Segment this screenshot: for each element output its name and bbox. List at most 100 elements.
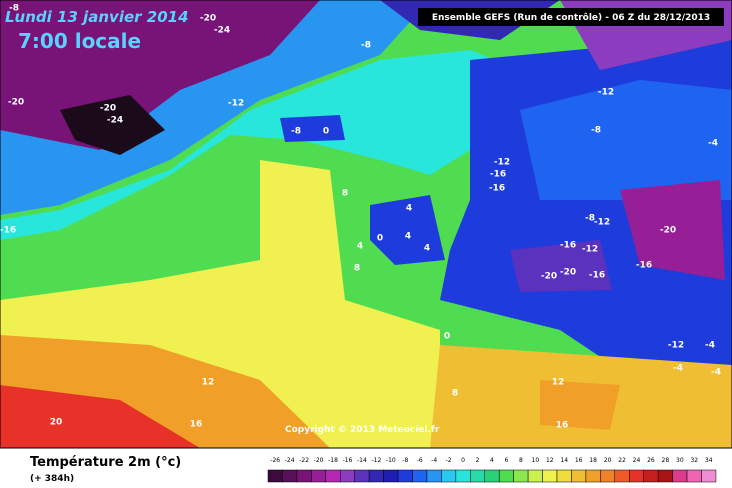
colorbar-tick-label: 20 <box>604 457 612 464</box>
contour-label: 4 <box>405 232 411 242</box>
colorbar-tick-label: 12 <box>546 457 554 464</box>
colorbar-swatch <box>470 469 485 483</box>
colorbar-swatch <box>513 469 529 483</box>
contour-label: -20 <box>8 98 24 108</box>
contour-label: -20 <box>100 104 116 114</box>
contour-label: -24 <box>107 116 123 126</box>
colorbar-tick-label: 24 <box>633 457 641 464</box>
colorbar-tick-label: 8 <box>519 457 523 464</box>
contour-label: -12 <box>668 341 684 351</box>
copyright: Copyright © 2013 Meteociel.fr <box>285 425 440 435</box>
colorbar-swatch <box>267 469 283 483</box>
contour-label: 4 <box>424 244 430 254</box>
contour-label: 0 <box>323 127 329 137</box>
contour-label: -8 <box>591 126 601 136</box>
colorbar-tick-label: -4 <box>431 457 437 464</box>
colorbar-tick-label: 4 <box>490 457 494 464</box>
contour-label: -4 <box>673 364 683 374</box>
colorbar-swatch <box>383 469 399 483</box>
contour-label: -16 <box>589 271 605 281</box>
colorbar-swatch <box>556 469 572 483</box>
contour-label: 4 <box>406 204 412 214</box>
colorbar-swatch <box>368 469 384 483</box>
contour-label: 16 <box>556 421 569 431</box>
contour-label: -12 <box>598 88 614 98</box>
contour-label: 0 <box>444 332 450 342</box>
legend-title: Température 2m (°c) <box>30 455 181 470</box>
contour-label: 16 <box>190 420 203 430</box>
colorbar: -26 -24 -22 -20 -18 -16 -14 -12 -10 -8 -6 -4 -2 0 2 4 6 8… <box>267 457 717 483</box>
colorbar-tick-label: 18 <box>589 457 597 464</box>
colorbar-swatch <box>311 469 327 483</box>
colorbar-swatch <box>498 469 514 483</box>
contour-label: -16 <box>490 170 506 180</box>
colorbar-swatch <box>484 469 500 483</box>
colorbar-tick-label: 22 <box>618 457 626 464</box>
colorbar-tick-label: -22 <box>299 457 309 464</box>
contour-label: -20 <box>200 14 216 24</box>
colorbar-tick-label: 14 <box>560 457 568 464</box>
contour-labels: -8-20-24-8-20-20-24-12-12-8 0 -8-4-12-16-1… <box>0 4 721 431</box>
contour-label: 20 <box>50 418 63 428</box>
legend-lead: (+ 384h) <box>30 474 74 484</box>
contour-label: -16 <box>636 261 652 271</box>
colorbar-swatch <box>354 469 370 483</box>
colorbar-tick-label: -6 <box>417 457 423 464</box>
colorbar-swatch <box>672 469 688 483</box>
colorbar-swatch <box>686 469 702 483</box>
contour-label: -20 <box>660 226 676 236</box>
contour-label: -8 <box>291 127 301 137</box>
contour-label: -16 <box>0 226 16 236</box>
colorbar-tick-label: 6 <box>505 457 509 464</box>
contour-label: -20 <box>541 272 557 282</box>
colorbar-tick-label: -26 <box>270 457 280 464</box>
contour-label: -4 <box>705 341 715 351</box>
contour-label: -20 <box>560 268 576 278</box>
colorbar-tick-label: -8 <box>402 457 408 464</box>
contour-label: -8 <box>361 41 371 51</box>
date-label: Lundi 13 janvier 2014 <box>5 8 189 26</box>
contour-label: -8 <box>585 214 595 224</box>
map-background <box>0 0 732 449</box>
colorbar-tick-label: -2 <box>446 457 452 464</box>
contour-label: 8 <box>342 189 348 199</box>
colorbar-swatch <box>282 469 298 483</box>
run-label: Ensemble GEFS (Run de contrôle) - 06 Z d… <box>432 12 710 23</box>
colorbar-tick-label: -20 <box>314 457 324 464</box>
colorbar-swatch <box>455 469 471 483</box>
contour-label: 12 <box>552 378 565 388</box>
contour-label: -16 <box>560 241 576 251</box>
colorbar-swatch <box>397 469 413 483</box>
colorbar-swatch <box>426 469 442 483</box>
colorbar-tick-label: -14 <box>357 457 367 464</box>
contour-label: -16 <box>489 184 505 194</box>
contour-label: 8 <box>354 264 360 274</box>
contour-label: -12 <box>582 245 598 255</box>
colorbar-swatch <box>585 469 601 483</box>
colorbar-tick-label: -10 <box>386 457 396 464</box>
colorbar-swatch <box>325 469 341 483</box>
colorbar-swatch <box>629 469 644 483</box>
contour-label: -12 <box>594 218 610 228</box>
colorbar-tick-label: 28 <box>662 457 670 464</box>
contour-label: 0 <box>377 234 383 244</box>
contour-label: -12 <box>494 158 510 168</box>
time-label: 7:00 locale <box>18 29 141 53</box>
colorbar-tick-label: 30 <box>676 457 684 464</box>
contour-label: 12 <box>202 378 215 388</box>
run-box <box>418 8 724 26</box>
colorbar-swatch <box>600 469 616 483</box>
contour-label: -4 <box>708 139 718 149</box>
colorbar-tick-label: -12 <box>371 457 381 464</box>
colorbar-swatch <box>441 469 457 483</box>
colorbar-swatch <box>412 469 428 483</box>
colorbar-swatch <box>296 469 312 483</box>
colorbar-tick-label: 0 <box>461 457 465 464</box>
colorbar-tick-label: -24 <box>285 457 295 464</box>
colorbar-swatch <box>657 469 673 483</box>
colorbar-tick-label: -16 <box>343 457 353 464</box>
colorbar-swatch <box>527 469 543 483</box>
